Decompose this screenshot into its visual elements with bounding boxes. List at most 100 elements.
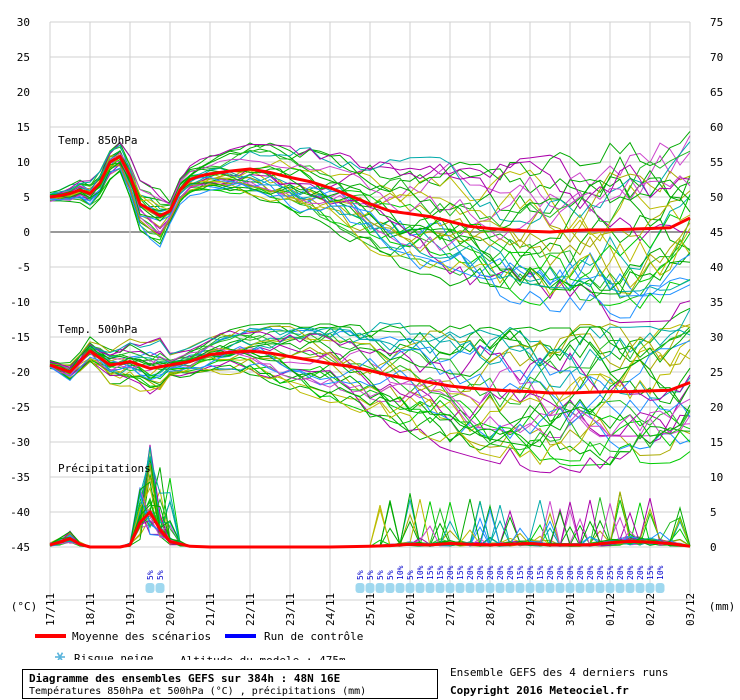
- snow-risk-icon: [485, 583, 495, 593]
- snow-risk-percent: 20%: [506, 565, 515, 580]
- mean-series-line: [49, 349, 691, 395]
- panel-label: Précipitations: [58, 462, 151, 475]
- snow-risk-percent: 5%: [156, 570, 165, 580]
- ensemble-member-line: [49, 141, 691, 225]
- ensemble-member-line: [49, 326, 691, 400]
- x-tick-label: 20/11: [164, 593, 177, 626]
- x-tick-label: 18/11: [84, 593, 97, 626]
- left-tick-label: -40: [10, 506, 30, 519]
- left-tick-label: 20: [17, 86, 30, 99]
- left-tick-label: -10: [10, 296, 30, 309]
- snow-risk-icon: [455, 583, 465, 593]
- snow-risk-icon: [555, 583, 565, 593]
- x-tick-label: 01/12: [604, 593, 617, 626]
- snow-risk-icon: [655, 583, 665, 593]
- snow-risk-icon: [625, 583, 635, 593]
- ensemble-member-line: [49, 156, 691, 296]
- ensemble-member-line: [49, 164, 691, 253]
- snow-risk-icon: [615, 583, 625, 593]
- ensemble-member-line: [49, 325, 691, 371]
- x-tick-label: 28/11: [484, 593, 497, 626]
- ensemble-member-line: [49, 141, 691, 210]
- right-tick-label: 35: [710, 296, 723, 309]
- right-tick-label: 70: [710, 51, 723, 64]
- x-tick-label: 03/12: [684, 593, 697, 626]
- ensemble-member-line: [49, 141, 691, 250]
- ensemble-member-line: [49, 307, 691, 364]
- snow-risk-percent: 5%: [376, 570, 385, 580]
- ensemble-member-line: [49, 330, 691, 401]
- ensemble-member-line: [49, 152, 691, 241]
- right-tick-label: 75: [710, 16, 723, 29]
- x-tick-label: 23/11: [284, 593, 297, 626]
- panel-labels: Temp. 850hPa Temp. 500hPa Précipitations: [58, 134, 151, 475]
- footer-copyright: Copyright 2016 Meteociel.fr: [450, 684, 629, 697]
- panel-label: Temp. 500hPa: [58, 323, 137, 336]
- right-tick-label: 5: [710, 506, 717, 519]
- snow-risk-icon: [635, 583, 645, 593]
- snow-risk-icon: [505, 583, 515, 593]
- snow-risk-percent: 25%: [606, 565, 615, 580]
- footer-box: Diagramme des ensembles GEFS sur 384h : …: [22, 669, 438, 699]
- snow-risk-percent: 20%: [566, 565, 575, 580]
- snow-risk-percent: 15%: [426, 565, 435, 580]
- ensemble-member-line: [49, 170, 691, 306]
- left-tick-label: -5: [17, 261, 30, 274]
- snow-risk-icon: [595, 583, 605, 593]
- snow-risk-percent: 10%: [416, 565, 425, 580]
- snow-risk-percent: 5%: [366, 570, 375, 580]
- x-tick-label: 24/11: [324, 593, 337, 626]
- footer-subtitle: Températures 850hPa et 500hPa (°C) , pré…: [29, 686, 367, 697]
- x-tick-label: 30/11: [564, 593, 577, 626]
- snow-risk-percent: 20%: [496, 565, 505, 580]
- left-tick-label: -20: [10, 366, 30, 379]
- ensemble-member-line: [49, 337, 691, 412]
- ensemble-member-line: [49, 167, 691, 319]
- ensemble-member-line: [49, 352, 691, 466]
- ensemble-member-line: [49, 340, 691, 393]
- left-tick-label: -15: [10, 331, 30, 344]
- right-tick-label: 65: [710, 86, 723, 99]
- snow-risk-icon: [475, 583, 485, 593]
- footer-title: Diagramme des ensembles GEFS sur 384h : …: [29, 672, 341, 685]
- snow-risk-icon: [575, 583, 585, 593]
- snow-risk-percent: 20%: [616, 565, 625, 580]
- x-tick-label: 21/11: [204, 593, 217, 626]
- x-tick-label: 26/11: [404, 593, 417, 626]
- snow-risk-icon: [515, 583, 525, 593]
- left-tick-label: -35: [10, 471, 30, 484]
- ensemble-member-line: [49, 360, 691, 466]
- ensemble-members: [49, 131, 691, 548]
- x-tick-label: 25/11: [364, 593, 377, 626]
- snow-risk-percent: 15%: [646, 565, 655, 580]
- ensemble-member-line: [49, 152, 691, 242]
- ensemble-member-line: [49, 154, 691, 285]
- snow-risk-percent: 15%: [516, 565, 525, 580]
- snow-risk-percent: 10%: [656, 565, 665, 580]
- snow-risk-icon: [425, 583, 435, 593]
- snow-risk-percent: 20%: [626, 565, 635, 580]
- ensemble-member-line: [49, 350, 691, 440]
- right-tick-label: 0: [710, 541, 717, 554]
- ensemble-member-line: [49, 347, 691, 440]
- legend-mean-label: Moyenne des scénarios: [72, 630, 211, 643]
- snow-risk-percent: 15%: [456, 565, 465, 580]
- x-tick-label: 22/11: [244, 593, 257, 626]
- snow-risk-icon: [565, 583, 575, 593]
- legend-altitude: Altitude du modele : 475m: [180, 654, 346, 660]
- snowflake-icon: [55, 652, 65, 662]
- right-tick-label: 50: [710, 191, 723, 204]
- snow-risk-percent: 5%: [356, 570, 365, 580]
- ensemble-member-line: [49, 135, 691, 251]
- x-tick-label: 17/11: [44, 593, 57, 626]
- snow-risk-percent: 15%: [536, 565, 545, 580]
- mean-lines: [49, 154, 691, 549]
- left-tick-label: -30: [10, 436, 30, 449]
- ensemble-member-line: [49, 323, 691, 375]
- snow-risk-icon: [645, 583, 655, 593]
- snow-risk-icon: [415, 583, 425, 593]
- right-tick-label: 55: [710, 156, 723, 169]
- left-axis-unit: (°C): [11, 600, 38, 613]
- ensemble-member-line: [50, 169, 691, 291]
- right-tick-label: 20: [710, 401, 723, 414]
